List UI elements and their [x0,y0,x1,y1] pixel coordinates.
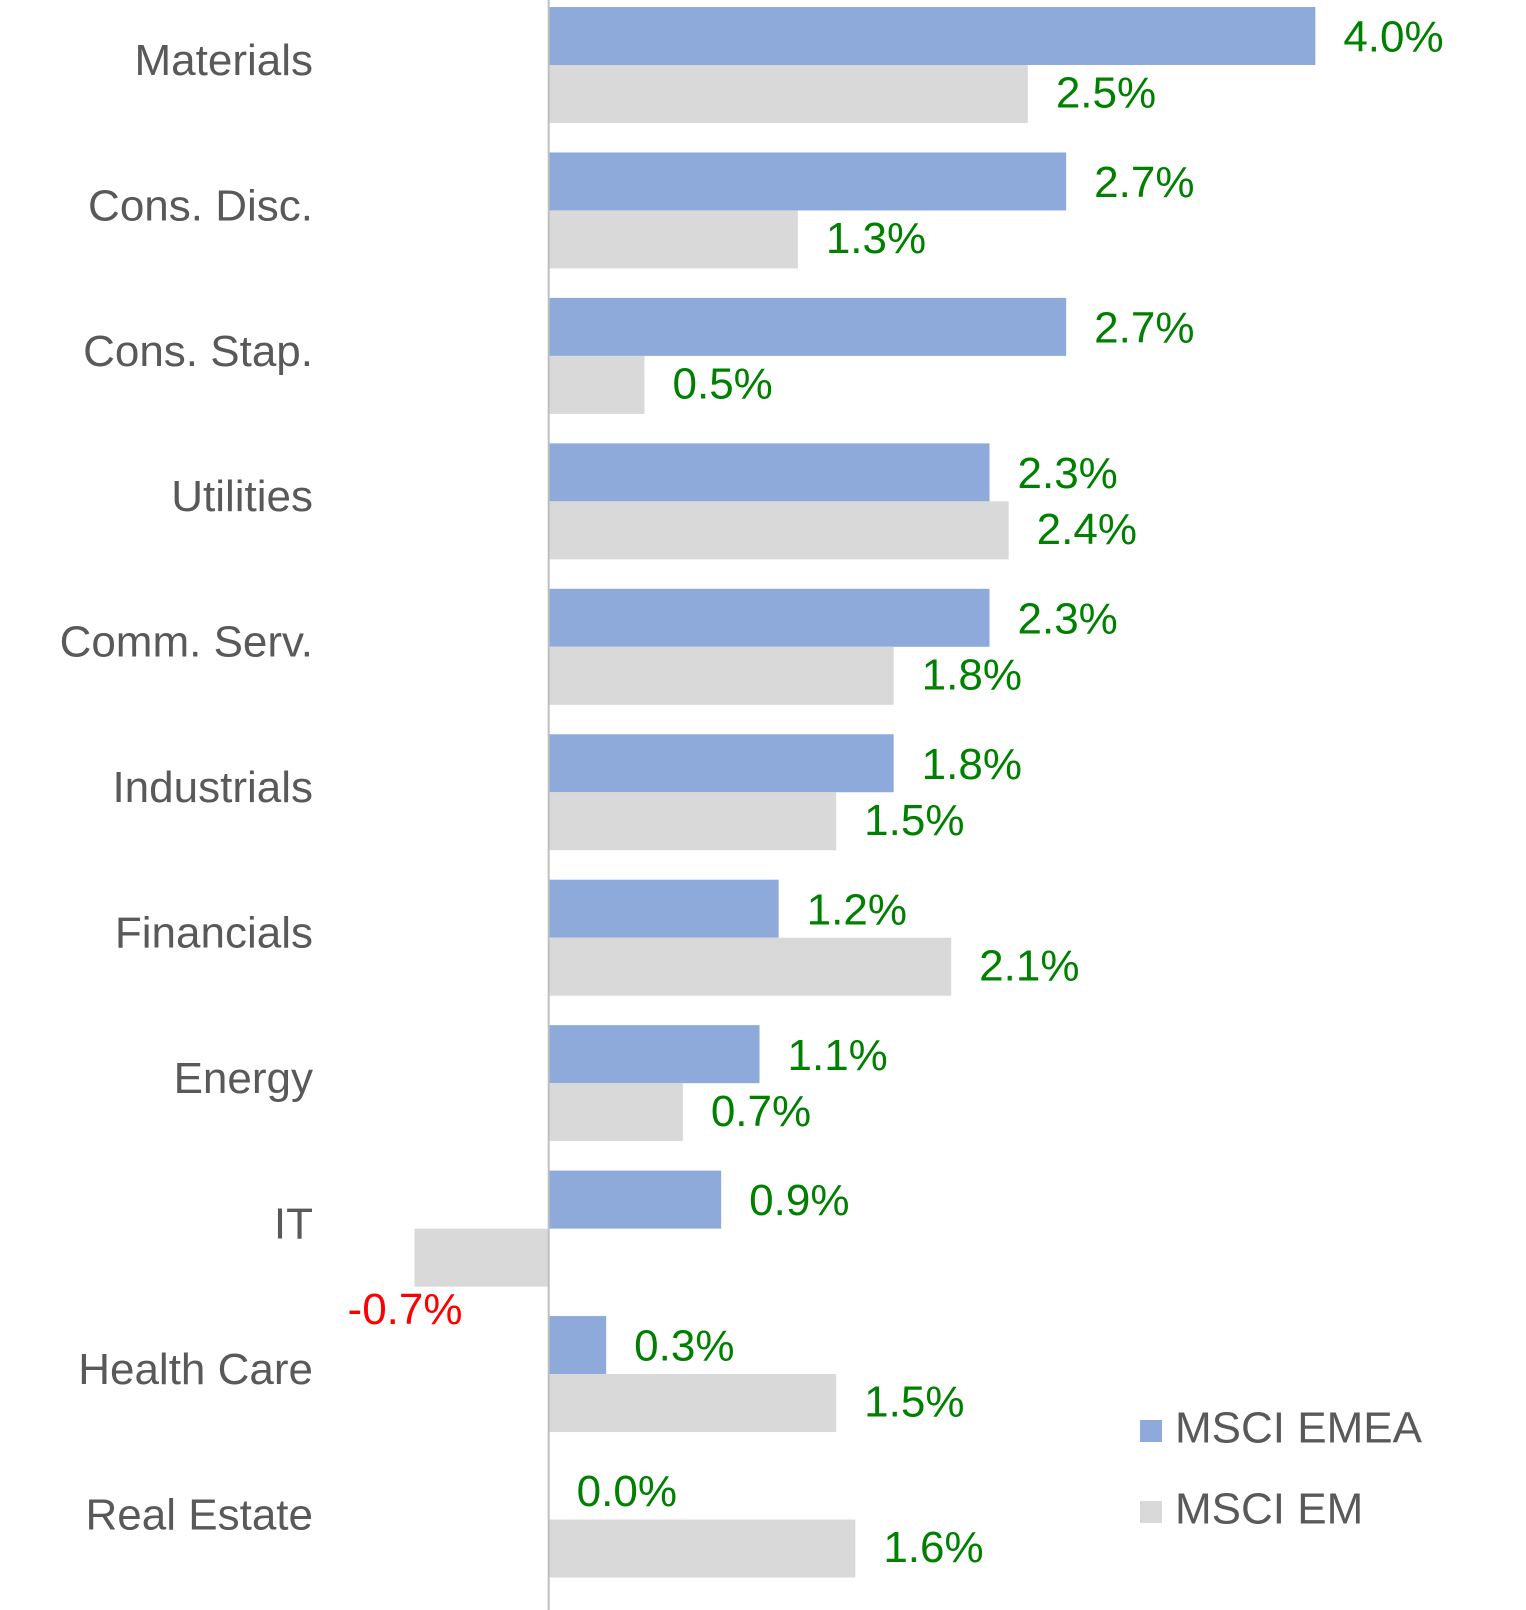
category-label: Real Estate [86,1490,313,1539]
bar [548,1083,683,1142]
data-label: 1.1% [788,1031,888,1080]
data-label: 2.5% [1056,69,1156,118]
data-label: 2.7% [1094,304,1194,353]
bar [548,879,779,938]
category-label: Health Care [78,1345,313,1394]
data-label: 0.9% [749,1176,849,1225]
bar [548,734,894,793]
data-label: 2.3% [1018,449,1118,498]
data-label: 1.5% [864,796,964,845]
bar [548,1519,856,1578]
data-label: 1.6% [883,1523,983,1572]
bar [548,152,1067,211]
category-label: Cons. Stap. [83,327,313,376]
data-label: 2.1% [979,941,1079,990]
bar [548,65,1028,123]
data-label: 1.3% [826,214,926,263]
data-label: 1.8% [922,740,1022,789]
data-label: 1.5% [864,1378,964,1427]
category-label: Industrials [112,763,313,812]
legend-swatch [1140,1420,1162,1442]
category-label: Financials [115,909,313,958]
category-label: Materials [135,36,314,85]
bar [548,297,1067,356]
bar [548,443,990,502]
legend-swatch [1140,1501,1162,1523]
category-label: Cons. Disc. [88,181,313,230]
data-label: 2.4% [1037,505,1137,554]
legend-label: MSCI EMEA [1175,1404,1423,1453]
category-label: IT [274,1199,313,1248]
bar [548,1170,722,1229]
bar [414,1228,549,1287]
bar [548,1374,837,1433]
data-label: 2.3% [1018,594,1118,643]
data-label: -0.7% [348,1285,463,1334]
bar [548,1316,607,1375]
data-label: 4.0% [1343,13,1443,62]
bar [548,588,990,647]
bar [548,937,952,996]
bar [548,501,1009,560]
bar [548,7,1316,65]
bar [548,355,645,414]
data-label: 0.5% [673,360,773,409]
data-label: 1.8% [922,650,1022,699]
category-label: Utilities [171,472,313,521]
bar [548,1025,760,1084]
data-label: 0.7% [711,1087,811,1136]
bar [548,646,894,705]
category-label: Comm. Serv. [60,618,313,667]
bar [548,792,837,851]
data-label: 0.3% [634,1322,734,1371]
bar [548,210,798,269]
category-label: Energy [174,1054,313,1103]
data-label: 0.0% [577,1467,677,1516]
data-label: 2.7% [1094,158,1194,207]
data-label: 1.2% [807,885,907,934]
legend-label: MSCI EM [1175,1485,1363,1534]
